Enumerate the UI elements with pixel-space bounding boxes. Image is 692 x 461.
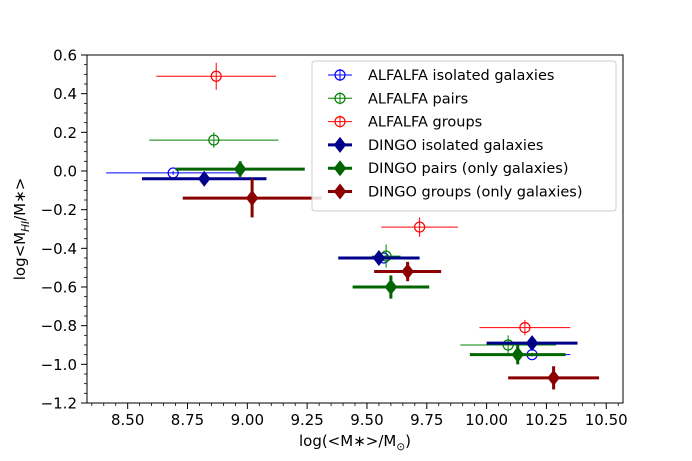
data-point [460, 335, 556, 355]
series-5 [182, 178, 600, 390]
data-point [508, 366, 600, 390]
data-point [381, 217, 458, 237]
x-tick-label: 9.75 [410, 411, 443, 429]
data-point [156, 62, 277, 90]
legend-label: DINGO groups (only galaxies) [368, 185, 583, 201]
data-point [142, 170, 267, 187]
series-3 [142, 170, 578, 352]
legend-marker [334, 115, 346, 128]
legend-entry: ALFALFA groups [328, 115, 482, 131]
x-tick-label: 8.75 [171, 411, 204, 429]
y-tick-label: 0.4 [53, 85, 77, 103]
point-marker [208, 134, 220, 146]
legend-label: ALFALFA groups [368, 115, 482, 131]
point-marker [233, 161, 247, 178]
data-point [479, 319, 571, 336]
point-marker [210, 70, 222, 82]
y-tick-label: −1.0 [41, 356, 77, 374]
legend-label: ALFALFA pairs [368, 91, 468, 107]
y-tick-label: −0.8 [41, 317, 77, 335]
point-marker [502, 339, 514, 351]
legend: ALFALFA isolated galaxies ALFALFA pairs AL… [311, 60, 617, 212]
point-marker [547, 369, 560, 386]
legend-entry: ALFALFA isolated galaxies [328, 68, 554, 84]
y-tick-label: −0.2 [41, 201, 77, 219]
x-tick-label: 10.25 [525, 411, 568, 429]
y-axis-label: log<MHI/M∗> [11, 178, 32, 281]
legend-box [311, 60, 617, 212]
data-point [374, 261, 442, 282]
y-tick-label: −0.4 [41, 240, 77, 258]
x-tick-label: 9.50 [350, 411, 383, 429]
data-point [149, 132, 279, 148]
legend-entry: DINGO pairs (only galaxies) [328, 160, 568, 177]
legend-label: DINGO isolated galaxies [368, 138, 543, 154]
data-point [182, 178, 322, 218]
x-tick-label: 9.25 [290, 411, 323, 429]
axis-ticks: 8.50 8.75 9.00 9.25 9.50 9.75 10.00 10.25 10.50 −… [41, 47, 628, 430]
data-point [486, 335, 578, 352]
point-marker [384, 279, 398, 295]
legend-entry: DINGO isolated galaxies [328, 136, 543, 154]
legend-marker [333, 183, 347, 200]
y-tick-label: 0.6 [53, 47, 77, 65]
legend-entry: DINGO groups (only galaxies) [328, 183, 583, 201]
point-marker [414, 221, 426, 233]
point-marker [511, 346, 524, 363]
legend-entry: ALFALFA pairs [328, 91, 468, 107]
point-marker [372, 250, 386, 266]
data-point [352, 275, 430, 299]
x-tick-label: 8.50 [111, 411, 144, 429]
point-marker [525, 335, 539, 352]
legend-label: DINGO pairs (only galaxies) [368, 161, 568, 177]
point-marker [245, 190, 259, 207]
legend-label: ALFALFA isolated galaxies [368, 68, 554, 84]
x-axis-label: log(<M∗>/M⊙) [299, 432, 411, 453]
x-tick-label: 9.00 [231, 411, 264, 429]
y-tick-label: 0.0 [53, 163, 77, 181]
series-4 [175, 161, 566, 365]
point-marker [519, 322, 531, 334]
y-tick-label: −0.6 [41, 279, 77, 297]
x-tick-label: 10.00 [465, 411, 508, 429]
point-marker [401, 263, 414, 280]
legend-marker [333, 136, 347, 153]
x-tick-label: 10.50 [585, 411, 628, 429]
y-tick-label: 0.2 [53, 124, 77, 142]
point-marker [198, 170, 211, 187]
series-2 [156, 62, 571, 336]
legend-marker [334, 92, 346, 104]
data-point [175, 161, 305, 178]
plot-layer [106, 62, 600, 390]
data-point [469, 345, 566, 365]
legend-marker [333, 160, 347, 177]
legend-marker [334, 69, 346, 81]
y-tick-label: −1.2 [41, 395, 77, 413]
data-point [338, 250, 420, 266]
